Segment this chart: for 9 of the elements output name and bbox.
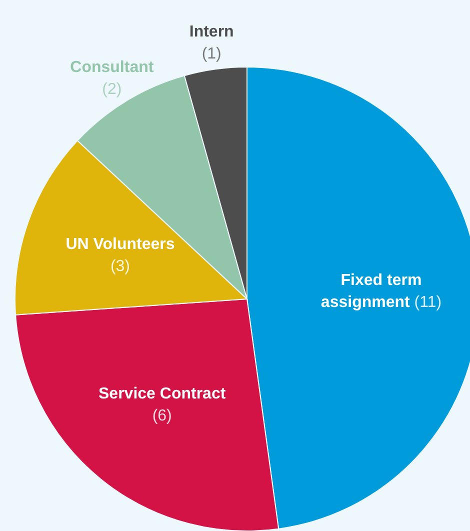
data-label: (6) — [152, 407, 172, 424]
data-label: (2) — [102, 80, 122, 98]
slice-label: Intern — [189, 23, 234, 40]
slice-label: Service Contract — [98, 385, 226, 402]
slice-label: UN Volunteers — [66, 236, 175, 253]
data-label: (1) — [202, 45, 222, 62]
data-label: (3) — [110, 258, 130, 275]
slice-label: Consultant — [70, 58, 154, 76]
data-label: (11) — [410, 294, 442, 311]
